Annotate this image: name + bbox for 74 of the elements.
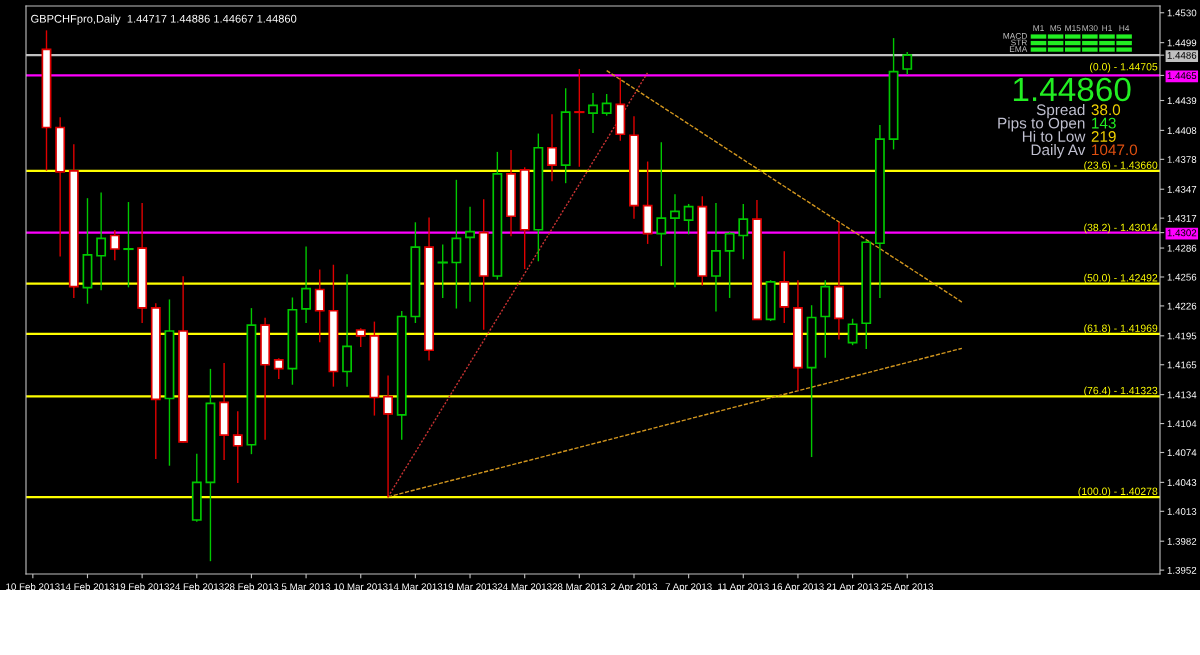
annotation: (38.2) - 1.43014	[1084, 223, 1158, 234]
y-tick-label: 1.4165	[1167, 361, 1197, 369]
candlestick	[383, 375, 393, 498]
candlestick	[670, 194, 680, 288]
candlestick	[724, 231, 735, 298]
y-tick-label: 1.4408	[1167, 127, 1197, 135]
y-tick-label: 1.4302	[1167, 229, 1197, 237]
x-tick-label: 14 Feb 2013	[60, 583, 115, 591]
candlestick	[123, 202, 134, 288]
candlestick	[656, 142, 667, 267]
y-tick-label: 1.4134	[1167, 391, 1197, 399]
candlestick	[437, 244, 448, 298]
candlestick	[109, 229, 120, 261]
candlestick	[601, 94, 612, 116]
candlestick	[465, 206, 475, 302]
annotation: (76.4) - 1.41323	[1084, 386, 1158, 397]
annotation: EMA	[1009, 46, 1028, 52]
annotation: (0.0) - 1.44705	[1090, 62, 1158, 73]
y-tick-label: 1.4013	[1167, 508, 1197, 515]
candlestick	[273, 358, 284, 379]
y-tick-label: 1.3982	[1167, 537, 1197, 545]
annotation: H1	[1102, 25, 1112, 31]
x-tick-label: 5 Mar 2013	[281, 583, 331, 591]
y-tick-label: 1.4256	[1167, 273, 1197, 281]
candlestick	[301, 246, 312, 324]
annotation: M5	[1050, 25, 1062, 32]
candlestick	[902, 51, 913, 75]
candlestick	[683, 203, 694, 235]
x-tick-label: 28 Feb 2013	[224, 583, 279, 591]
annotation: (50.0) - 1.42492	[1084, 273, 1158, 284]
candlestick	[547, 114, 557, 182]
x-tick-label: 24 Feb 2013	[169, 583, 224, 591]
y-tick-label: 1.4226	[1167, 302, 1197, 310]
candlestick	[847, 318, 858, 346]
y-tick-label: 1.4499	[1167, 39, 1197, 47]
candlestick	[232, 411, 243, 484]
y-tick-label: 1.4465	[1167, 72, 1197, 80]
x-tick-label: 19 Mar 2013	[443, 583, 497, 591]
y-tick-label: 1.4347	[1167, 185, 1197, 193]
y-tick-label: 1.4317	[1167, 214, 1197, 222]
annotation: MACD	[1003, 33, 1027, 39]
annotation: M30	[1082, 25, 1098, 32]
annotation: (100.0) - 1.40278	[1078, 487, 1158, 498]
annotation: (61.8) - 1.41969	[1084, 324, 1158, 334]
annotation: 1.44860	[1013, 77, 1131, 102]
x-tick-label: 24 Mar 2013	[497, 583, 552, 591]
y-tick-label: 1.4104	[1167, 420, 1197, 428]
y-tick-label: 1.4043	[1167, 479, 1197, 487]
annotation: Daily Av 1047.0	[1031, 144, 1138, 159]
annotation: M1	[1033, 25, 1044, 31]
x-tick-label: 10 Feb 2013	[6, 583, 60, 591]
annotation: Hi to Low 219	[1022, 130, 1116, 142]
candlestick	[314, 269, 325, 343]
candlestick	[738, 203, 749, 260]
x-tick-label: 14 Mar 2013	[388, 583, 443, 591]
y-tick-label: 1.4486	[1167, 51, 1197, 59]
y-tick-label: 1.4378	[1167, 156, 1197, 163]
candlestick	[96, 192, 107, 291]
y-tick-label: 1.4195	[1167, 332, 1197, 340]
annotation: (23.6) - 1.43660	[1084, 161, 1158, 171]
y-tick-label: 1.3952	[1167, 566, 1197, 574]
annotation: STR	[1011, 39, 1027, 46]
annotation: M15	[1065, 25, 1081, 32]
candlestick	[574, 68, 585, 167]
x-tick-label: 28 Mar 2013	[552, 583, 607, 591]
y-tick-label: 1.4074	[1167, 449, 1197, 457]
y-tick-label: 1.4439	[1167, 97, 1197, 105]
y-tick-label: 1.4286	[1167, 244, 1197, 252]
text: GBPCHFpro,Daily 1.44717 1.44886 1.44667 1.44860	[31, 14, 297, 25]
x-tick-label: 10 Mar 2013	[334, 583, 388, 591]
annotation: H4	[1119, 25, 1130, 31]
candlestick	[588, 93, 598, 134]
x-tick-label: 19 Feb 2013	[115, 583, 170, 591]
y-tick-label: 1.4530	[1167, 9, 1197, 17]
